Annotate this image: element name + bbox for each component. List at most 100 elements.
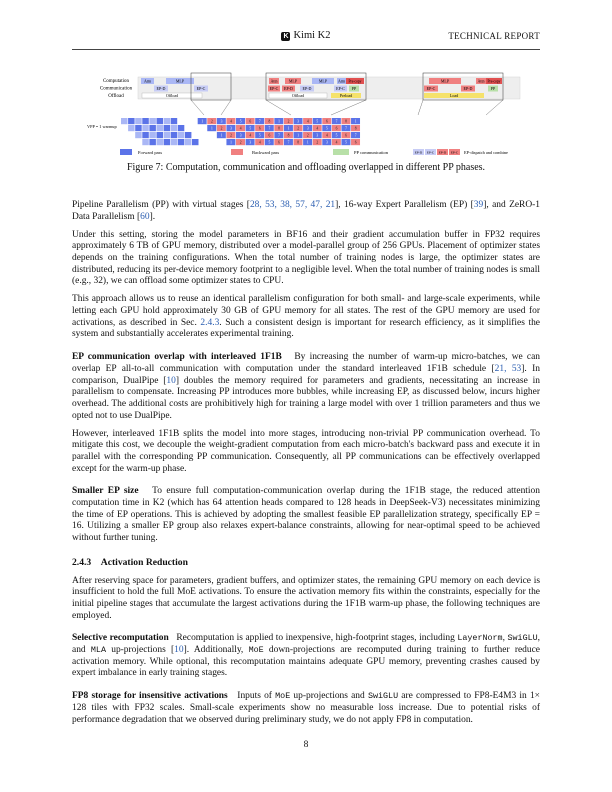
section-title: Activation Reduction — [100, 556, 188, 568]
code-span: MoE — [275, 691, 291, 702]
run-in-heading: Selective recomputation — [72, 633, 169, 644]
backward-block — [303, 118, 313, 125]
backward-block — [351, 125, 361, 132]
forward-block — [135, 118, 142, 125]
mlp-label: MLP — [176, 78, 185, 83]
ep-c-bwd-label: EP-C — [270, 86, 279, 91]
forward-block — [170, 132, 178, 139]
micro-batch-number: 7 — [288, 141, 290, 145]
backward-block — [255, 125, 265, 132]
forward-block — [245, 125, 255, 132]
text-span: . Such a consistent design is important … — [72, 317, 540, 340]
citation-link[interactable]: 39 — [473, 200, 484, 210]
paragraph-reuse: This approach allows us to reuse an iden… — [72, 294, 540, 341]
micro-batch-number: 8 — [278, 127, 280, 131]
paragraph-pp: Pipeline Parallelism (PP) with virtual s… — [72, 200, 540, 223]
ep-d-block — [154, 85, 168, 92]
micro-batch-number: 2 — [297, 127, 299, 131]
code-span: SwiGLU — [367, 691, 399, 702]
backward-block — [226, 118, 236, 125]
ep-c-label: EP-C — [197, 86, 206, 91]
forward-block — [322, 125, 332, 132]
offload-2-label: Offload — [292, 93, 304, 98]
pipeline-diagram: Computation Communication Offload Attn M… — [87, 72, 521, 155]
micro-batch-number: 6 — [355, 141, 357, 145]
text-span: ]. In comparison, DualPipe [ — [72, 363, 541, 386]
paragraph-smaller-ep: Smaller EP size To ensure full computati… — [72, 486, 540, 545]
section-ref-link[interactable]: 2.4.3 — [200, 317, 220, 328]
citation-link[interactable]: 10 — [166, 375, 176, 386]
ep-d-label: EP-D — [157, 86, 166, 91]
forward-block — [156, 125, 163, 132]
forward-block — [303, 125, 313, 132]
offload-label: Offload — [166, 93, 178, 98]
legend-ep-swatch-1 — [413, 149, 424, 155]
backward-block — [264, 118, 274, 125]
precopy-2-label: Pre-copy — [488, 79, 501, 83]
forward-block — [331, 132, 341, 139]
micro-batch-number: 7 — [336, 120, 338, 124]
forward-block — [207, 125, 217, 132]
citation-link[interactable]: 60 — [140, 211, 150, 222]
micro-batch-number: 4 — [326, 134, 328, 138]
forward-block — [149, 118, 156, 125]
pp-label: PP — [352, 86, 357, 91]
text-span: ], and ZeRO-1 Data Parallelism [ — [72, 200, 541, 222]
micro-batch-number: 7 — [355, 134, 357, 138]
attn-bwd-2-block — [476, 78, 486, 84]
backward-block — [264, 132, 274, 139]
micro-batch-number: 6 — [259, 127, 261, 131]
code-span: SwiGLU — [507, 633, 538, 644]
backward-block — [351, 139, 361, 146]
text-span: ]. — [149, 211, 156, 222]
run-in-heading: FP8 storage for insensitive activations — [72, 691, 228, 702]
forward-block — [142, 118, 149, 125]
text-span: Pipeline Parallelism (PP) with virtual s… — [72, 200, 250, 210]
micro-batch-number: 4 — [249, 134, 251, 138]
micro-batch-number: 5 — [268, 141, 270, 145]
forward-block — [331, 118, 341, 125]
forward-block — [226, 139, 236, 146]
citation-link[interactable]: 28, 53, 38, 57, 47, 21 — [249, 200, 336, 210]
forward-block — [341, 139, 351, 146]
forward-block — [293, 118, 303, 125]
row-label-offload: Offload — [108, 94, 124, 99]
text-span: ], 16-way Expert Parallelism (EP) [ — [335, 200, 474, 210]
code-span: MoE — [248, 645, 264, 656]
micro-batch-number: 2 — [240, 141, 242, 145]
text-span: up-projections [ — [105, 645, 175, 656]
row-label-communication: Communication — [100, 87, 133, 92]
forward-block — [322, 139, 332, 146]
forward-block — [163, 139, 171, 146]
ep-c-fwd-label: EP-C — [336, 86, 345, 91]
forward-block — [156, 139, 163, 146]
forward-block — [170, 139, 178, 146]
backward-block — [312, 139, 322, 146]
citation-link[interactable]: 10 — [174, 645, 184, 656]
micro-batch-number: 6 — [249, 120, 251, 124]
forward-block — [192, 139, 199, 146]
backward-block — [255, 139, 265, 146]
run-in-heading: Smaller EP size — [72, 486, 139, 497]
attn-bwd-block — [269, 78, 279, 84]
text-span: are compressed to FP8-E4M3 in 1× 128 til… — [72, 691, 540, 725]
kimi-logo-icon: K — [281, 32, 291, 41]
ep-c-fwd-block — [334, 85, 347, 92]
attn-fwd-label: Attn — [338, 78, 345, 83]
micro-batch-number: 2 — [211, 120, 213, 124]
zoom-line-1a — [190, 99, 205, 116]
zoom-box-1 — [190, 72, 232, 101]
text-span: down-projections are recomputed during t… — [72, 645, 540, 679]
citation-link[interactable]: 21, 53 — [494, 363, 522, 374]
forward-block — [163, 118, 171, 125]
forward-block — [128, 125, 135, 132]
forward-block — [135, 125, 142, 132]
forward-block — [184, 139, 192, 146]
legend-pp: PP communication — [354, 150, 389, 155]
forward-block — [293, 132, 303, 139]
text-span: Recomputation is applied to inexpensive,… — [176, 633, 458, 644]
backward-block — [216, 125, 226, 132]
legend-forward: Forward pass — [138, 150, 162, 155]
forward-block — [121, 118, 128, 125]
zoom-line-3a — [417, 99, 424, 116]
